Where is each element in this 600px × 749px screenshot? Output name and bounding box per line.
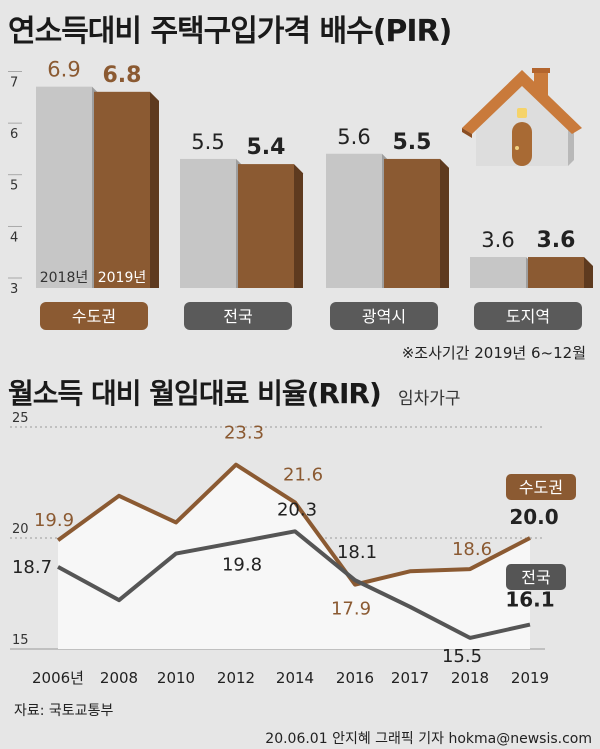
pir-title: 연소득대비 주택구입가격 배수(PIR)	[8, 14, 452, 49]
survey-period-note: ※조사기간 2019년 6~12월	[401, 344, 586, 362]
value-label-national: 18.1	[337, 542, 377, 563]
bar-value-label: 6.9	[47, 58, 80, 82]
value-label-sudogwon: 20.0	[509, 505, 558, 529]
legend-label-in-bar: 2018년	[40, 270, 89, 286]
rir-title: 월소득 대비 월임대료 비율(RIR)	[8, 377, 382, 410]
house-icon	[462, 68, 582, 166]
bar-value-label: 3.6	[537, 228, 576, 253]
rir-line-chart: 15 20 25 2006년 2008 2010 2012 2014 2016 2017 2018 2…	[10, 411, 576, 687]
y-tick-label: 3	[10, 282, 18, 297]
bar-2018	[326, 153, 382, 288]
bar-2018	[470, 257, 526, 288]
bar-side	[440, 158, 449, 288]
value-label-sudogwon: 21.6	[283, 464, 323, 485]
y-tick-label: 5	[10, 179, 18, 194]
bar-value-label: 5.6	[337, 125, 370, 149]
x-tick-label: 2012	[217, 669, 255, 687]
value-label-sudogwon: 19.9	[34, 510, 74, 531]
x-tick-label: 2017	[391, 669, 429, 687]
y-tick-label: 7	[10, 75, 18, 90]
bar-value-label: 5.5	[393, 130, 432, 155]
y-tick-label: 15	[12, 633, 29, 648]
bar-2019	[528, 257, 584, 288]
bar-2018	[180, 158, 236, 288]
bar-2019	[238, 164, 294, 288]
source-text: 자료: 국토교통부	[14, 703, 114, 719]
category-label: 전국	[223, 307, 252, 326]
bar-2018	[36, 86, 92, 289]
bar-value-label: 5.4	[247, 135, 286, 160]
value-label-national: 16.1	[505, 588, 554, 612]
category-badge	[184, 302, 292, 330]
category-badge	[40, 302, 148, 330]
bar-value-label: 3.6	[481, 228, 514, 252]
x-tick-label: 2014	[276, 669, 314, 687]
category-badge	[330, 302, 438, 330]
bar-2019	[94, 91, 150, 288]
y-tick-label: 20	[12, 522, 29, 537]
category-label: 광역시	[362, 307, 406, 326]
legend-label-national: 전국	[521, 568, 550, 587]
legend-badge-sudogwon	[506, 474, 576, 500]
category-label: 도지역	[506, 307, 550, 326]
y-tick-label: 4	[10, 230, 18, 245]
area-fill	[58, 464, 530, 649]
value-label-sudogwon: 17.9	[331, 599, 371, 620]
bar-value-label: 5.5	[191, 130, 224, 154]
value-label-national: 18.7	[12, 557, 52, 578]
legend-label-in-bar: 2019년	[98, 270, 147, 286]
value-label-sudogwon: 18.6	[452, 539, 492, 560]
category-badge	[474, 302, 582, 330]
legend-label-sudogwon: 수도권	[519, 478, 563, 497]
rir-subtitle: 임차가구	[398, 389, 461, 409]
bar-value-label: 6.8	[103, 63, 142, 88]
credit-text: 20.06.01 안지혜 그래픽 기자 hokma@newsis.com	[265, 731, 592, 747]
value-label-sudogwon: 23.3	[224, 423, 264, 444]
x-tick-label: 2018	[451, 669, 489, 687]
x-tick-label: 2019	[511, 669, 549, 687]
x-tick-label: 2006년	[32, 669, 84, 687]
x-tick-label: 2010	[157, 669, 195, 687]
bar-side	[150, 91, 159, 288]
y-tick-label: 25	[12, 411, 29, 426]
legend-badge-national	[506, 564, 566, 590]
bar-side	[584, 257, 593, 288]
value-label-national: 20.3	[277, 499, 317, 520]
value-label-national: 19.8	[222, 554, 262, 575]
bar-side	[294, 164, 303, 288]
y-tick-label: 6	[10, 127, 18, 142]
category-label: 수도권	[72, 307, 116, 326]
x-tick-label: 2016	[336, 669, 374, 687]
bar-2019	[384, 158, 440, 288]
x-tick-label: 2008	[100, 669, 138, 687]
value-label-national: 15.5	[442, 646, 482, 667]
